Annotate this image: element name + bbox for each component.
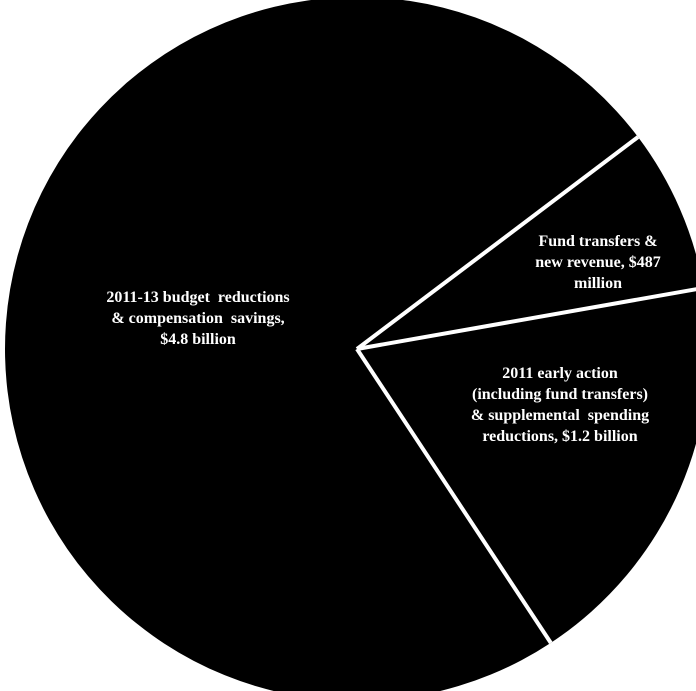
slice-label-line: 2011-13 budget reductions (106, 289, 289, 306)
slice-label-line: (including fund transfers) (472, 386, 648, 403)
slice-label-line: & supplemental spending (471, 407, 649, 424)
slice-separators (355, 135, 696, 644)
slice-label-line: new revenue, $487 (535, 254, 660, 271)
slice-label-0: 2011-13 budget reductions & compensation … (106, 289, 289, 348)
slice-separator-2 (355, 347, 553, 644)
pie-slice-2 (357, 289, 696, 643)
slice-label-line: Fund transfers & (538, 233, 657, 250)
slice-label-2: 2011 early action (including fund transfe… (471, 365, 649, 445)
slice-label-1: Fund transfers & new revenue, $487 million (535, 233, 660, 292)
slice-labels: 2011-13 budget reductions & compensation … (106, 233, 660, 445)
slice-label-line: 2011 early action (502, 365, 618, 382)
slice-label-line: & compensation savings, (111, 310, 284, 327)
slice-separator-1 (356, 287, 696, 351)
slice-label-line: $4.8 billion (160, 331, 236, 348)
pie-slice-0 (5, 0, 639, 691)
pie-slices (5, 0, 696, 691)
slice-separator-0 (355, 135, 640, 351)
slice-label-line: reductions, $1.2 billion (482, 428, 637, 445)
pie-slice-1 (357, 137, 696, 349)
slice-label-line: million (574, 275, 622, 292)
